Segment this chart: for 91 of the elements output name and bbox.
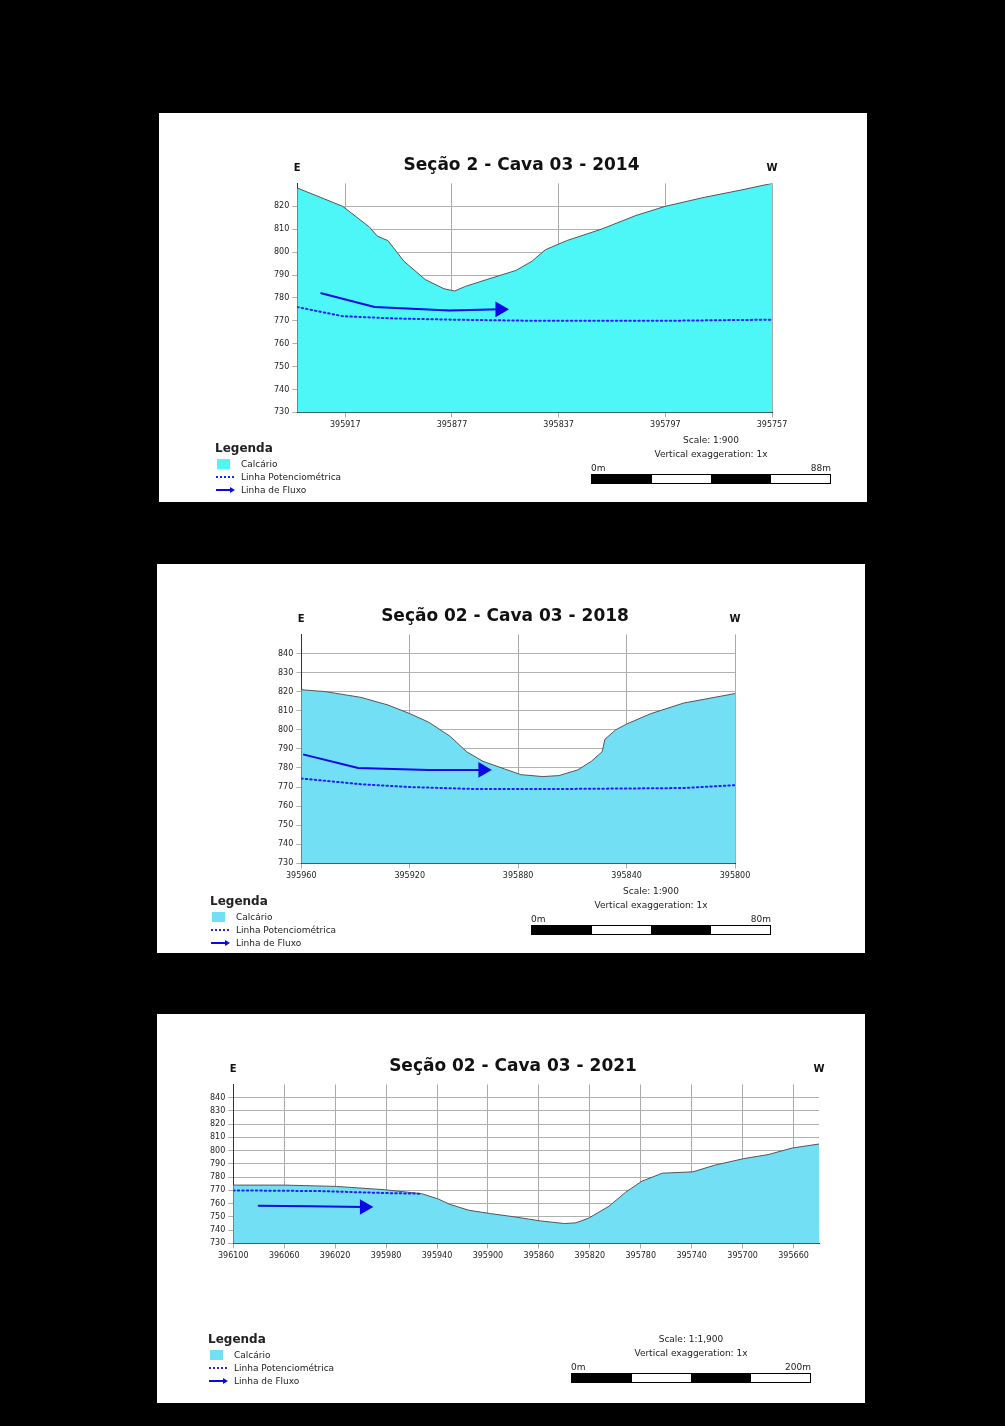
legend-label: Linha Potenciométrica xyxy=(236,924,337,935)
text: 88m xyxy=(810,463,831,473)
y-tick-label: 750 xyxy=(273,361,290,371)
legend-label: Calcário xyxy=(241,458,278,469)
x-tick-label: 395840 xyxy=(611,871,642,881)
y-tick-label: 760 xyxy=(209,1198,226,1208)
y-tick-label: 730 xyxy=(209,1238,226,1248)
line-series xyxy=(301,777,735,790)
text: W xyxy=(766,161,778,173)
text: Vertical exaggeration: 1x xyxy=(593,899,709,912)
y-tick-label: 780 xyxy=(277,763,294,773)
text: Vertical exaggeration: 1x xyxy=(653,448,769,461)
x-tick-label: 395700 xyxy=(727,1251,758,1261)
y-tick-label: 740 xyxy=(273,384,290,394)
x-tick-label: 396020 xyxy=(319,1251,351,1261)
y-tick-label: 730 xyxy=(273,407,290,417)
legend-label: Linha Potenciométrica xyxy=(241,471,342,482)
y-tick-label: 790 xyxy=(209,1158,226,1168)
y-tick-label: 830 xyxy=(277,667,294,677)
chart-title: Seção 02 - Cava 03 - 2021 xyxy=(389,1054,637,1075)
y-tick-label: 780 xyxy=(209,1172,226,1182)
y-tick-label: 790 xyxy=(273,270,290,280)
y-tick-label: 800 xyxy=(277,724,294,734)
text: W xyxy=(813,1062,825,1074)
legend-label: Calcário xyxy=(236,911,273,922)
x-tick-label: 395797 xyxy=(650,420,681,430)
legend-title: Legenda xyxy=(210,894,269,908)
x-tick-label: 395780 xyxy=(625,1251,657,1261)
y-tick-label: 820 xyxy=(273,201,290,211)
x-tick-label: 395860 xyxy=(523,1251,555,1261)
y-tick-label: 820 xyxy=(209,1119,226,1129)
x-tick-label: 395820 xyxy=(574,1251,606,1261)
y-tick-label: 760 xyxy=(273,338,290,348)
text: 80m xyxy=(750,914,771,924)
legend-title: Legenda xyxy=(208,1332,267,1346)
text: E xyxy=(229,1062,237,1074)
y-tick-label: 780 xyxy=(273,292,290,302)
x-tick-label: 396060 xyxy=(268,1251,300,1261)
text: W xyxy=(729,612,741,624)
text: 0m xyxy=(591,463,606,473)
y-tick-label: 840 xyxy=(277,648,294,658)
x-tick-label: 396100 xyxy=(218,1251,249,1261)
x-tick-label: 395960 xyxy=(286,871,317,881)
legend-label: Calcário xyxy=(234,1349,271,1360)
y-tick-label: 770 xyxy=(277,782,294,792)
y-tick-label: 810 xyxy=(277,705,294,715)
y-tick-label: 760 xyxy=(277,801,294,811)
text: 200m xyxy=(785,1362,811,1372)
y-tick-label: 840 xyxy=(209,1092,226,1102)
text: E xyxy=(297,612,305,624)
y-tick-label: 770 xyxy=(273,315,290,325)
legend-label: Linha Potenciométrica xyxy=(234,1362,335,1373)
y-tick-label: 750 xyxy=(209,1211,226,1221)
y-tick-label: 730 xyxy=(277,858,294,868)
x-tick-label: 395920 xyxy=(394,871,425,881)
x-tick-label: 395917 xyxy=(330,420,361,430)
y-tick-label: 770 xyxy=(209,1185,226,1195)
text: Scale: 1:900 xyxy=(621,885,680,898)
x-tick-label: 395660 xyxy=(778,1251,809,1261)
legend-label: Linha de Fluxo xyxy=(234,1375,300,1386)
legend-label: Linha de Fluxo xyxy=(241,484,307,495)
x-tick-label: 395757 xyxy=(756,420,788,430)
y-tick-label: 810 xyxy=(209,1132,226,1142)
legend-label: Linha de Fluxo xyxy=(236,937,302,948)
x-tick-label: 395837 xyxy=(543,420,574,430)
y-tick-label: 810 xyxy=(273,224,290,234)
chart-title: Seção 2 - Cava 03 - 2014 xyxy=(403,153,640,174)
x-tick-label: 395940 xyxy=(421,1251,453,1261)
y-tick-label: 740 xyxy=(277,839,294,849)
text: Scale: 1:900 xyxy=(681,434,740,447)
y-tick-label: 820 xyxy=(277,686,294,696)
text: Vertical exaggeration: 1x xyxy=(633,1347,749,1360)
y-tick-label: 800 xyxy=(273,247,290,257)
y-tick-label: 800 xyxy=(209,1145,226,1155)
text: 0m xyxy=(571,1362,586,1372)
x-tick-label: 395877 xyxy=(436,420,468,430)
x-tick-label: 395800 xyxy=(719,871,751,881)
y-tick-label: 830 xyxy=(209,1105,226,1115)
chart-title: Seção 02 - Cava 03 - 2018 xyxy=(381,604,629,625)
x-tick-label: 395880 xyxy=(502,871,534,881)
x-tick-label: 395980 xyxy=(370,1251,402,1261)
text: E xyxy=(293,161,301,173)
text: Scale: 1:1,900 xyxy=(657,1333,725,1346)
legend-title: Legenda xyxy=(215,441,274,455)
y-tick-label: 750 xyxy=(277,820,294,830)
x-tick-label: 395740 xyxy=(676,1251,707,1261)
line-series xyxy=(297,306,772,322)
y-tick-label: 740 xyxy=(209,1225,226,1235)
text: 0m xyxy=(531,914,546,924)
x-tick-label: 395900 xyxy=(472,1251,504,1261)
y-tick-label: 790 xyxy=(277,743,294,753)
